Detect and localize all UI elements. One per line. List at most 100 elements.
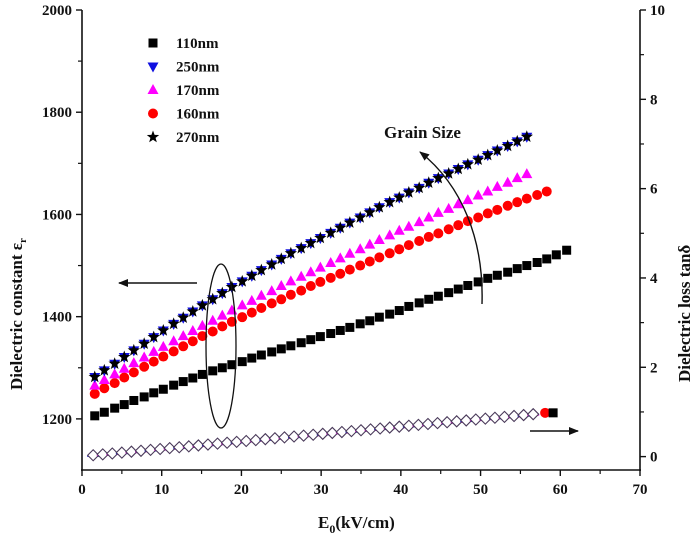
data-point	[268, 432, 282, 445]
data-point	[413, 181, 426, 194]
x-axis: 0 10 20 30 40 50 60 70	[78, 470, 648, 498]
legend-item: 110nm	[148, 36, 219, 52]
data-point	[119, 400, 129, 410]
data-point	[355, 260, 366, 271]
data-point	[473, 277, 483, 287]
data-point	[507, 409, 521, 423]
data-point	[540, 407, 551, 418]
data-point	[452, 198, 464, 209]
series-layer	[86, 130, 572, 462]
data-point	[197, 331, 208, 342]
legend-marker-square-icon	[148, 38, 158, 48]
data-point	[89, 379, 101, 390]
data-point	[157, 340, 169, 351]
data-point	[138, 351, 150, 362]
legend-item: 160nm	[148, 107, 220, 123]
data-point	[373, 422, 387, 435]
data-point	[139, 361, 150, 372]
data-point	[383, 195, 396, 208]
data-point	[344, 264, 355, 275]
data-point	[432, 206, 444, 217]
data-point	[192, 439, 205, 452]
data-point	[305, 266, 317, 277]
data-point	[177, 330, 189, 341]
series-tan-all-samples-hollow-	[86, 407, 540, 462]
data-point	[178, 377, 188, 387]
data-point	[443, 202, 455, 213]
data-point	[517, 408, 530, 422]
data-point	[374, 252, 385, 263]
data-point	[394, 306, 404, 316]
data-point	[216, 309, 228, 320]
series-tan-160nm-end	[540, 407, 551, 418]
data-point	[393, 224, 405, 235]
data-point	[127, 343, 140, 356]
data-point	[520, 130, 533, 143]
data-point	[423, 231, 434, 242]
data-point	[491, 144, 504, 156]
data-point	[335, 268, 346, 279]
x-tick-label: 60	[553, 482, 568, 498]
data-point	[144, 443, 157, 457]
data-point	[187, 336, 198, 347]
data-point	[158, 351, 169, 362]
y-tick-label: 1200	[42, 412, 72, 428]
data-point	[364, 256, 375, 267]
data-point	[413, 216, 425, 227]
legend-label: 250nm	[176, 60, 220, 76]
y2-tick-label: 6	[650, 182, 658, 198]
data-point	[343, 216, 357, 228]
data-point	[365, 316, 375, 326]
data-point	[334, 252, 346, 263]
data-point	[511, 172, 523, 183]
data-point	[88, 370, 101, 383]
data-point	[453, 220, 464, 231]
data-point	[177, 311, 190, 323]
data-point	[453, 284, 463, 294]
data-point	[196, 319, 208, 330]
data-point	[118, 350, 131, 363]
data-point	[119, 372, 130, 383]
data-point	[355, 319, 365, 329]
data-point	[286, 341, 296, 351]
data-point	[276, 344, 286, 354]
data-point	[483, 273, 493, 283]
data-point	[211, 437, 224, 450]
data-point	[285, 275, 297, 286]
data-point	[314, 261, 326, 272]
legend-marker-circle-icon	[148, 108, 158, 119]
data-point	[431, 416, 444, 430]
data-point	[207, 326, 218, 337]
data-point	[295, 241, 308, 254]
y2-tick-label: 2	[650, 360, 658, 376]
data-point	[503, 267, 513, 277]
x-tick-label: 20	[234, 482, 249, 498]
data-point	[481, 148, 494, 161]
data-point	[217, 363, 227, 373]
data-point	[452, 162, 465, 175]
y-tick-label: 2000	[42, 3, 72, 19]
data-point	[403, 220, 415, 231]
data-point	[220, 436, 234, 450]
data-point	[163, 441, 176, 455]
data-point	[384, 229, 396, 240]
data-point	[469, 413, 483, 426]
data-point	[158, 384, 168, 394]
data-point	[393, 191, 406, 203]
data-point	[492, 204, 503, 215]
data-point	[287, 430, 301, 443]
legend-label: 170nm	[176, 83, 220, 99]
data-point	[392, 420, 406, 433]
y2-tick-label: 10	[650, 3, 665, 19]
data-point	[442, 167, 455, 179]
data-point	[247, 353, 257, 363]
data-point	[275, 252, 288, 265]
data-point	[276, 294, 287, 305]
data-point	[278, 431, 291, 444]
data-point	[89, 388, 100, 399]
data-point	[98, 363, 111, 376]
data-point	[168, 346, 179, 357]
data-point	[345, 322, 355, 332]
data-point	[169, 380, 179, 390]
data-point	[404, 301, 414, 311]
